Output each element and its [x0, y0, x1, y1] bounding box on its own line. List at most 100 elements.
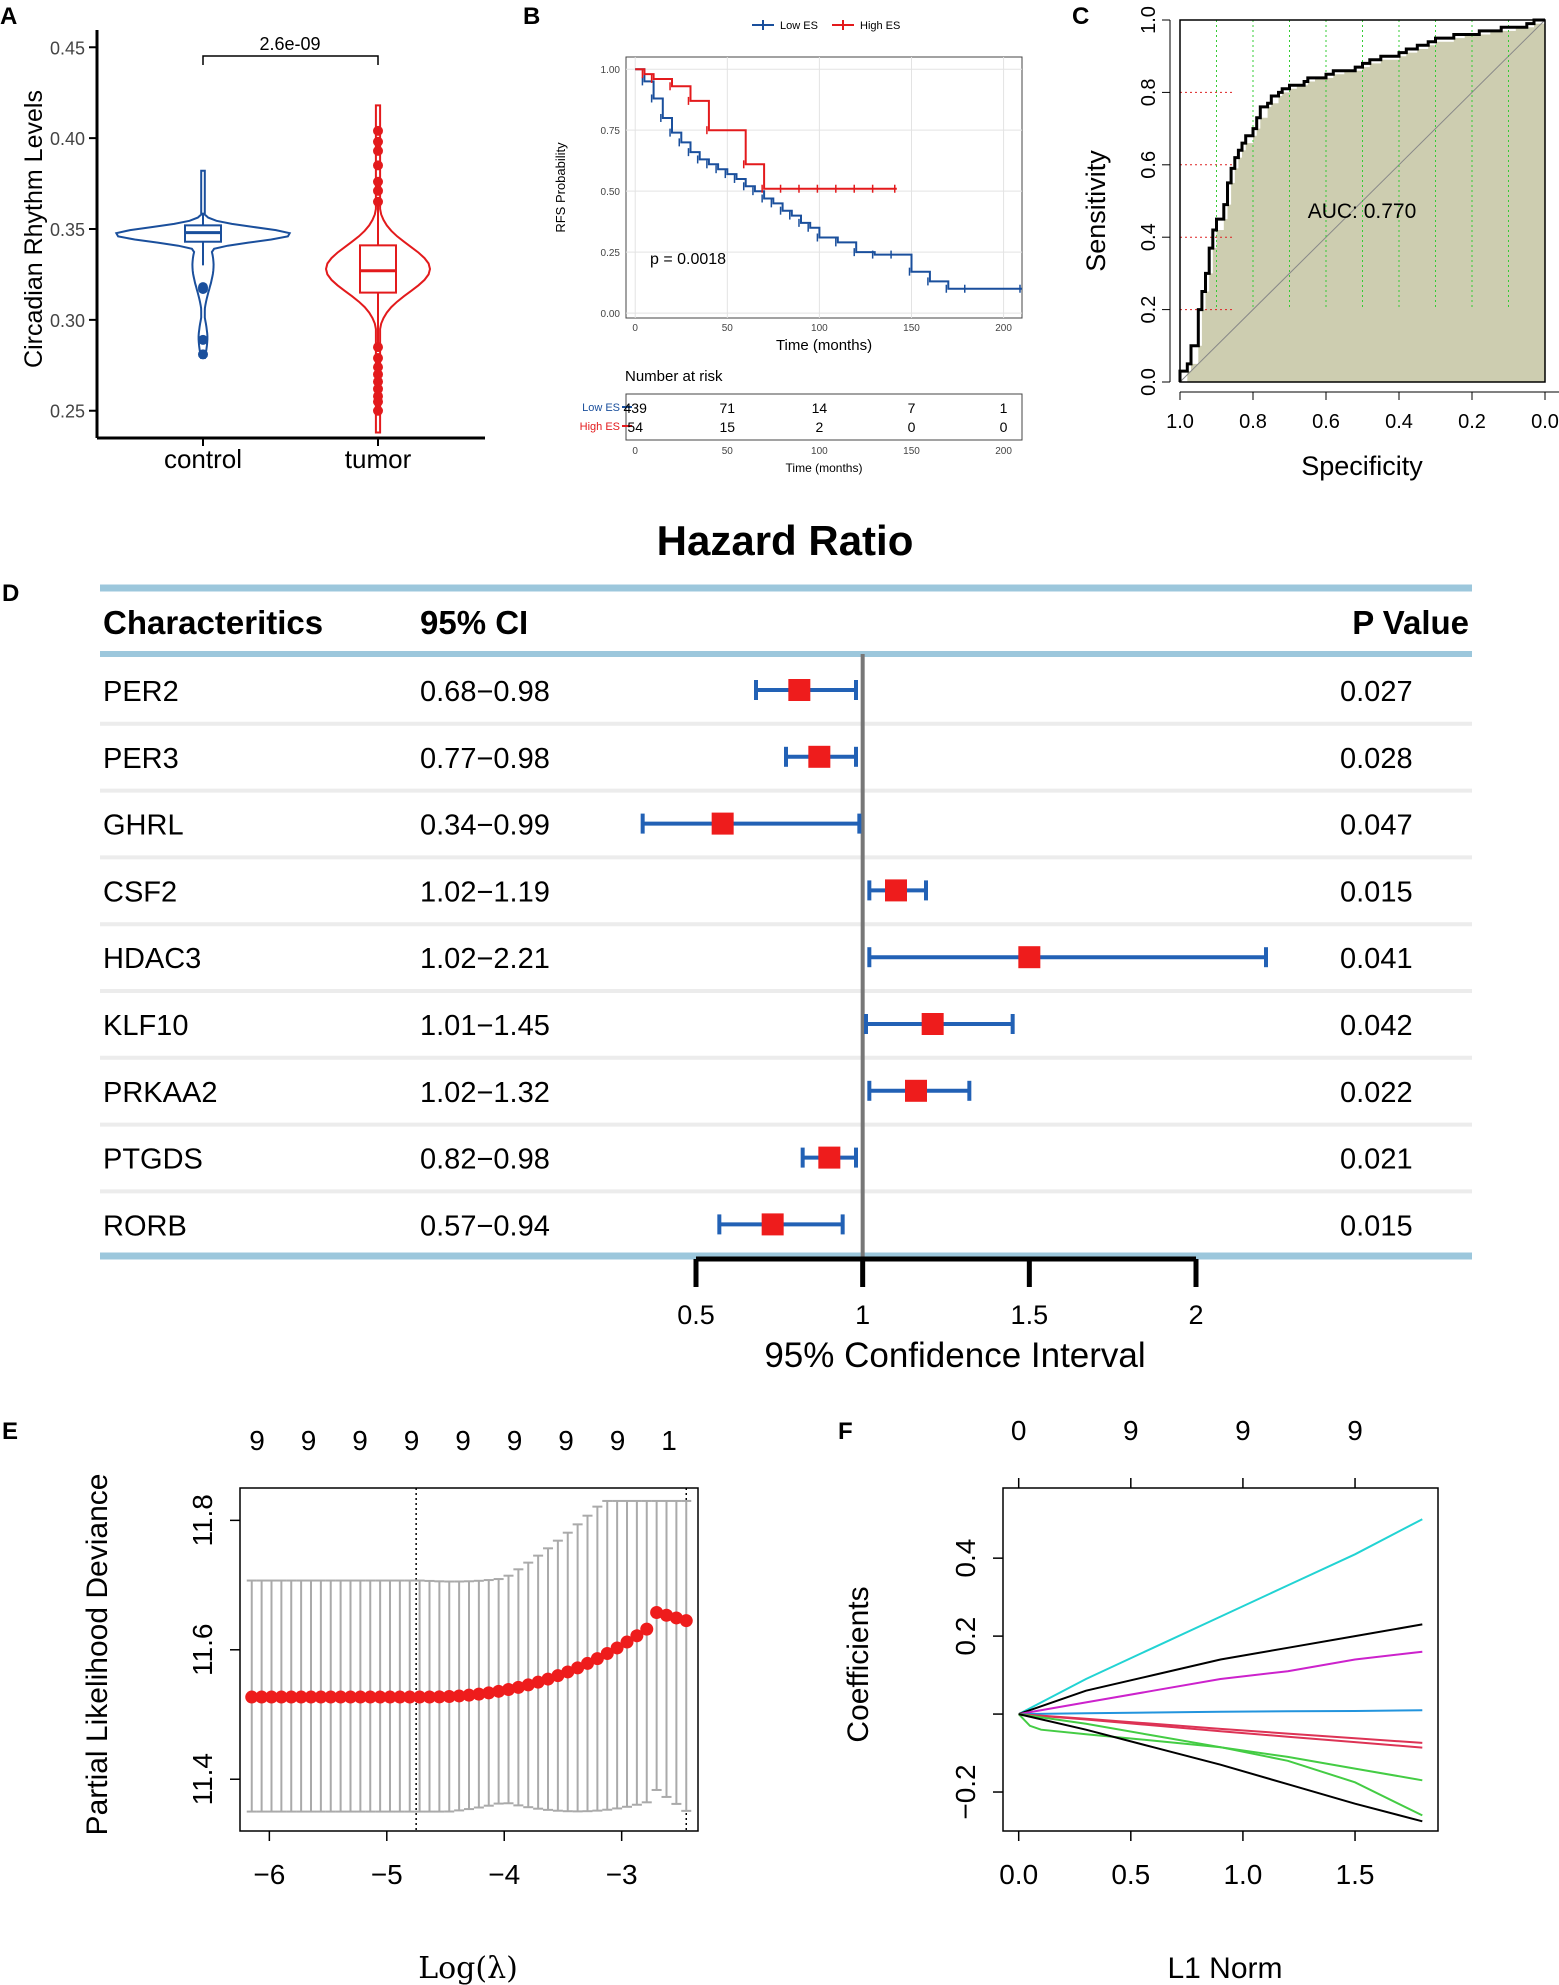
risk-value: 439: [624, 400, 648, 416]
x-tick-label: 0.5: [1111, 1859, 1150, 1890]
coefficient-path-8: [1018, 1713, 1423, 1823]
outlier-point: [373, 196, 383, 207]
risk-table-title: Number at risk: [625, 368, 723, 385]
x-tick-label: −5: [371, 1859, 403, 1890]
forest-title: Hazard Ratio: [657, 517, 914, 564]
deviance-point: [462, 1688, 476, 1702]
y-tick-label: 0.4: [950, 1539, 981, 1578]
violin-control: [114, 169, 292, 360]
violin-tumor: [324, 104, 432, 434]
row-p-value: 0.042: [1340, 1010, 1413, 1042]
panel-label: E: [2, 1418, 18, 1445]
row-p-value: 0.047: [1340, 810, 1413, 842]
row-ci: 1.02−1.32: [420, 1077, 550, 1109]
x-tick-label: 0.6: [1312, 411, 1340, 433]
coefficient-path-7: [1018, 1713, 1423, 1817]
x-tick-label: 1.5: [1011, 1300, 1049, 1330]
x-tick-label: tumor: [345, 444, 412, 474]
risk-x-tick-label: 100: [811, 446, 828, 457]
x-tick-label: 150: [903, 323, 920, 334]
column-header-p: P Value: [1352, 604, 1469, 641]
top-count-label: 9: [352, 1425, 368, 1456]
coefficient-path-1: [1018, 1623, 1423, 1716]
y-tick-label: −0.2: [950, 1764, 981, 1819]
outlier-point: [373, 369, 383, 380]
outlier-point: [373, 136, 383, 147]
top-count-label: 9: [610, 1425, 626, 1456]
deviance-point: [630, 1629, 644, 1643]
top-count-label: 9: [455, 1425, 471, 1456]
deviance-point: [541, 1672, 555, 1686]
x-axis-label: 95% Confidence Interval: [764, 1336, 1145, 1375]
deviance-point: [590, 1652, 604, 1666]
plot-frame: [1179, 19, 1546, 383]
row-ci: 0.68−0.98: [420, 676, 550, 708]
y-tick-label: 11.4: [187, 1753, 218, 1805]
row-name: PTGDS: [103, 1144, 203, 1176]
x-tick-label: −3: [606, 1859, 638, 1890]
row-ci: 1.01−1.45: [420, 1010, 550, 1042]
hazard-ratio-marker: [788, 679, 811, 701]
deviance-point: [363, 1690, 377, 1704]
km-curve-1: [635, 68, 897, 190]
top-count-label: 9: [558, 1425, 574, 1456]
row-p-value: 0.027: [1340, 676, 1413, 708]
hazard-ratio-marker: [808, 745, 831, 768]
column-header-name: Characteritics: [103, 604, 323, 641]
outlier-point: [198, 349, 208, 360]
row-p-value: 0.041: [1340, 943, 1413, 975]
x-tick-label: 0.5: [677, 1300, 715, 1330]
y-axis-label: Partial Likelihood Deviance: [81, 1474, 114, 1836]
outlier-point: [373, 376, 383, 387]
top-count-label: 9: [1123, 1415, 1139, 1446]
y-tick-label: 0.45: [50, 38, 85, 58]
x-axis-label: Time (months): [776, 337, 872, 354]
y-tick-label: 1.0: [1138, 6, 1160, 34]
deviance-point: [521, 1678, 535, 1692]
hazard-ratio-marker: [921, 1013, 944, 1035]
risk-x-tick-label: 50: [722, 446, 734, 457]
y-tick-label: 0.25: [601, 248, 621, 259]
hazard-ratio-marker: [818, 1146, 841, 1169]
risk-row-label: Low ES: [582, 402, 620, 414]
plot-frame: [1002, 1487, 1439, 1832]
risk-row-label: High ES: [580, 421, 620, 433]
panel-label: A: [0, 3, 17, 30]
deviance-point: [669, 1611, 683, 1625]
deviance-point: [255, 1690, 269, 1704]
row-ci: 0.34−0.99: [420, 810, 550, 842]
row-ci: 0.57−0.94: [420, 1210, 550, 1242]
row-name: HDAC3: [103, 943, 201, 975]
y-tick-label: 0.4: [1138, 223, 1160, 251]
outlier-point: [373, 362, 383, 373]
y-tick-label: 0.75: [601, 126, 621, 137]
km-curve-0: [635, 68, 1022, 290]
top-count-label: 0: [1011, 1415, 1027, 1446]
deviance-point: [393, 1690, 407, 1704]
risk-x-tick-label: 150: [903, 446, 920, 457]
outlier-point: [373, 405, 383, 416]
x-axis-label: Log(λ): [418, 1951, 518, 1985]
y-tick-label: 0.2: [950, 1617, 981, 1656]
box: [359, 244, 397, 294]
x-tick-label: 0.0: [1531, 411, 1559, 433]
y-tick-label: 0.25: [50, 402, 85, 422]
deviance-point: [551, 1669, 565, 1683]
risk-x-tick-label: 200: [995, 446, 1012, 457]
deviance-point: [264, 1690, 278, 1704]
risk-value: 14: [812, 400, 828, 416]
row-ci: 0.82−0.98: [420, 1144, 550, 1176]
deviance-point: [294, 1690, 308, 1704]
panel-label: D: [2, 580, 19, 607]
deviance-point: [314, 1690, 328, 1704]
deviance-point: [442, 1690, 456, 1704]
y-tick-label: 1.00: [601, 65, 621, 76]
deviance-point: [452, 1689, 466, 1703]
y-tick-label: 0.2: [1138, 296, 1160, 324]
deviance-point: [422, 1690, 436, 1704]
deviance-point: [660, 1608, 674, 1622]
row-ci: 1.02−2.21: [420, 943, 550, 975]
deviance-point: [413, 1690, 427, 1704]
deviance-point: [334, 1690, 348, 1704]
